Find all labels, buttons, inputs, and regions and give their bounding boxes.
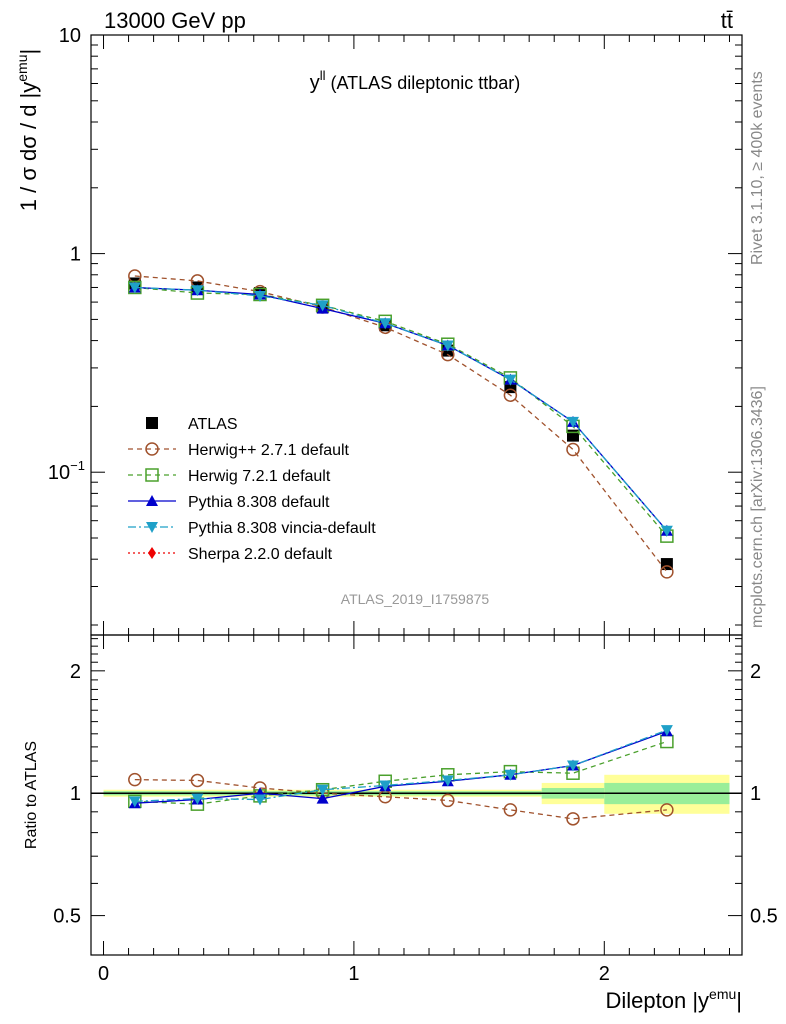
main-series-4-line: [134, 286, 668, 532]
main-series-1-point-6: [503, 388, 518, 402]
main-series-4-point-3: [316, 300, 329, 312]
energy-label: 13000 GeV pp: [104, 8, 246, 33]
main-title-var: y: [310, 72, 320, 94]
ratio-series-0-point-5: [441, 793, 455, 808]
ratio-series-3-point-6: [504, 769, 517, 781]
ratio-series-0-point-1: [190, 773, 205, 788]
ratio-series-0-point-6: [503, 803, 518, 817]
ratio-series-3-point-2: [254, 794, 267, 806]
legend-marker-2: [145, 468, 159, 482]
ratio-xtick-label-0: 0: [98, 963, 109, 985]
main-series-4-point-5: [441, 340, 454, 352]
ratio-xlabel-sup: emu: [709, 986, 736, 1002]
main-series-1-point-8: [660, 565, 674, 579]
main-series-4-point-7: [566, 416, 579, 428]
ratio-xlabel-text: Dilepton |y: [606, 988, 710, 1013]
main-series-4-point-8: [660, 525, 673, 537]
ratio-series-3-point-8: [660, 725, 673, 737]
ratio-xtick-label-2: 2: [599, 963, 610, 985]
main-ylabel-text: 1 / σ dσ / d |y: [16, 82, 41, 211]
ratio-series-1-line: [134, 740, 668, 805]
legend-label-0: ATLAS: [188, 416, 238, 433]
main-ticks: [91, 35, 742, 635]
ratio-ytick-label-left-0: 2: [70, 661, 81, 683]
ratio-series-0-line: [134, 778, 667, 820]
main-ylabel-end: |: [16, 49, 41, 55]
ratio-series-2-point-3: [316, 792, 329, 804]
main-ytick-label-2: 10−1: [48, 458, 85, 484]
ratio-series: [128, 725, 674, 826]
main-series-4-point-4: [379, 318, 392, 330]
main-ytick-label-0: 10: [59, 25, 81, 47]
analysis-watermark: ATLAS_2019_I1759875: [341, 591, 490, 607]
ratio-series-3-point-0: [128, 796, 141, 808]
main-series-1-point-7: [566, 442, 580, 457]
ratio-series-3-point-3: [316, 784, 329, 796]
ratio-series-3-point-4: [379, 780, 392, 792]
main-series-4-point-0: [128, 282, 141, 294]
ratio-series-0-point-0: [128, 772, 142, 787]
ratio-ytick-label-left-2: 0.5: [53, 906, 81, 928]
legend-marker-4: [146, 522, 158, 533]
ratio-ytick-labels: 2 2 1 1 0.5 0.5: [53, 661, 778, 928]
legend-marker-0: [146, 417, 158, 429]
mcplots-credit: mcplots.cern.ch [arXiv:1306.3436]: [749, 386, 766, 628]
ratio-series-0-point-7: [566, 812, 580, 826]
main-panel: yll (ATLAS dileptonic ttbar) ATLAS_2019_…: [14, 25, 743, 636]
legend-marker-1: [145, 442, 159, 456]
main-ytick-label-base: 10: [48, 462, 70, 484]
main-ylabel-sup: emu: [14, 55, 30, 82]
legend-label-1: Herwig++ 2.7.1 default: [188, 442, 350, 459]
ratio-xtick-label-1: 1: [348, 963, 359, 985]
ratio-xtick-labels: 0 1 2: [98, 963, 610, 985]
legend-label-3: Pythia 8.308 default: [188, 494, 330, 511]
main-series-4-point-2: [254, 290, 267, 302]
main-series: [128, 269, 674, 579]
ratio-xlabel-end: |: [736, 988, 742, 1013]
ratio-ytick-label-right-2: 0.5: [750, 906, 778, 928]
main-title: yll (ATLAS dileptonic ttbar): [310, 68, 521, 94]
legend-label-5: Sherpa 2.2.0 default: [188, 546, 333, 563]
legend-marker-5: [148, 547, 156, 559]
legend-label-4: Pythia 8.308 vincia-default: [188, 520, 376, 537]
legend: ATLAS Herwig++ 2.7.1 default Herwig 7.2.1 …: [128, 416, 376, 563]
ratio-ytick-label-right-1: 1: [750, 783, 761, 805]
main-title-sup: ll: [320, 68, 326, 83]
process-label: tt̄: [721, 8, 733, 33]
main-series-4-point-1: [191, 285, 204, 297]
ratio-frame: [90, 634, 743, 956]
ratio-ytick-label-left-1: 1: [70, 783, 81, 805]
ratio-xlabel: Dilepton |yemu|: [606, 986, 743, 1013]
legend-marker-3: [146, 495, 158, 506]
ratio-uncertainty-band: [91, 635, 742, 956]
main-ytick-label-1: 1: [70, 244, 81, 266]
ratio-ylabel: Ratio to ATLAS: [23, 741, 40, 849]
main-title-rest: (ATLAS dileptonic ttbar): [326, 73, 521, 93]
ratio-series-3-point-5: [441, 775, 454, 787]
ratio-panel: Ratio to ATLAS 2 2 1 1 0.5 0.5 0 1 2 Dilepton |…: [23, 634, 778, 1013]
main-ylabel: 1 / σ dσ / d |yemu|: [14, 49, 41, 211]
rivet-version: Rivet 3.1.10, ≥ 400k events: [749, 71, 766, 265]
main-ytick-label-exp: −1: [70, 458, 85, 473]
ratio-series-0-point-8: [660, 803, 674, 817]
main-series-4-point-6: [504, 374, 517, 386]
ratio-series-3-point-7: [566, 760, 579, 772]
legend-label-2: Herwig 7.2.1 default: [188, 468, 331, 485]
ratio-series-1-point-8: [660, 734, 674, 749]
ratio-ytick-label-right-0: 2: [750, 661, 761, 683]
ratio-series-3-point-1: [191, 793, 204, 805]
